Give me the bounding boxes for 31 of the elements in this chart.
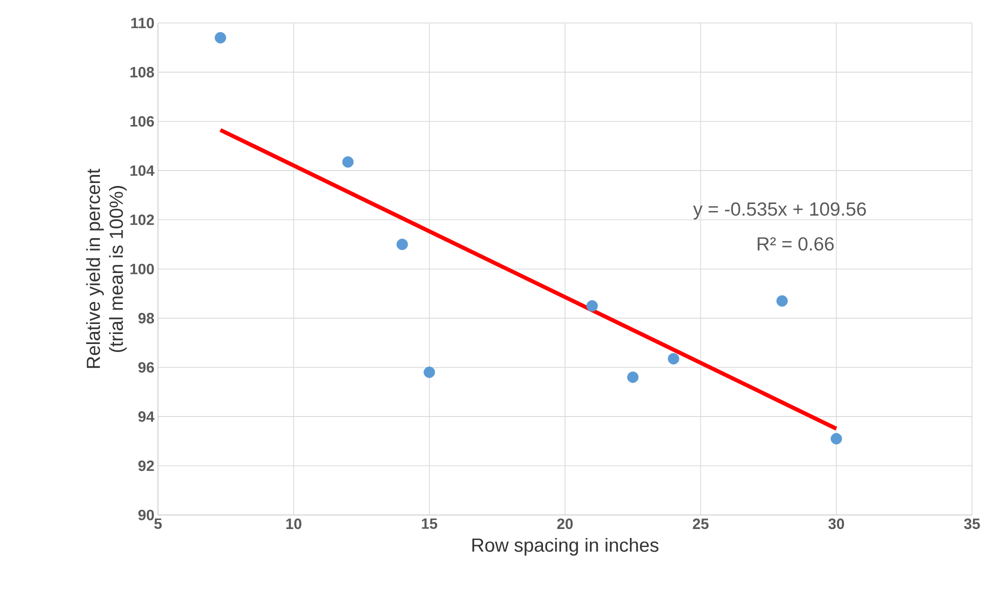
- x-tick-label: 10: [286, 518, 302, 530]
- y-tick-label: 90: [138, 510, 154, 520]
- point: [424, 366, 436, 378]
- y-axis-title: Relative yield in percent (trial mean is 100%): [86, 168, 127, 368]
- point: [342, 156, 354, 168]
- x-tick-label: 15: [422, 518, 438, 529]
- y-tick-label: 92: [138, 460, 154, 472]
- point: [668, 353, 680, 364]
- annotation: R² = 0.66: [758, 237, 834, 251]
- x-axis-title: Row spacing in inches: [472, 538, 658, 556]
- y-tick-label: 96: [138, 362, 154, 373]
- point: [396, 238, 408, 250]
- point: [830, 433, 842, 444]
- point: [627, 372, 639, 383]
- x-tick-label: 5: [154, 518, 162, 529]
- point: [776, 295, 788, 307]
- annotation: y = -0.535x + 109.56: [693, 202, 866, 220]
- point: [586, 300, 598, 312]
- x-tick-label: 20: [557, 518, 573, 530]
- x-tick-label: 25: [692, 518, 709, 530]
- point: [214, 32, 226, 44]
- x-tick-label: 30: [828, 518, 844, 530]
- y-tick-label: 110: [131, 18, 154, 28]
- y-tick-label: 100: [130, 264, 154, 274]
- y-tick-label: 106: [130, 116, 154, 127]
- y-tick-label: 98: [138, 312, 154, 324]
- y-tick-label: 104: [130, 165, 154, 176]
- y-tick-label: 108: [130, 66, 154, 78]
- x-tick-label: 35: [964, 518, 980, 530]
- y-tick-label: 94: [138, 411, 154, 422]
- y-tick-label: 102: [130, 214, 154, 226]
